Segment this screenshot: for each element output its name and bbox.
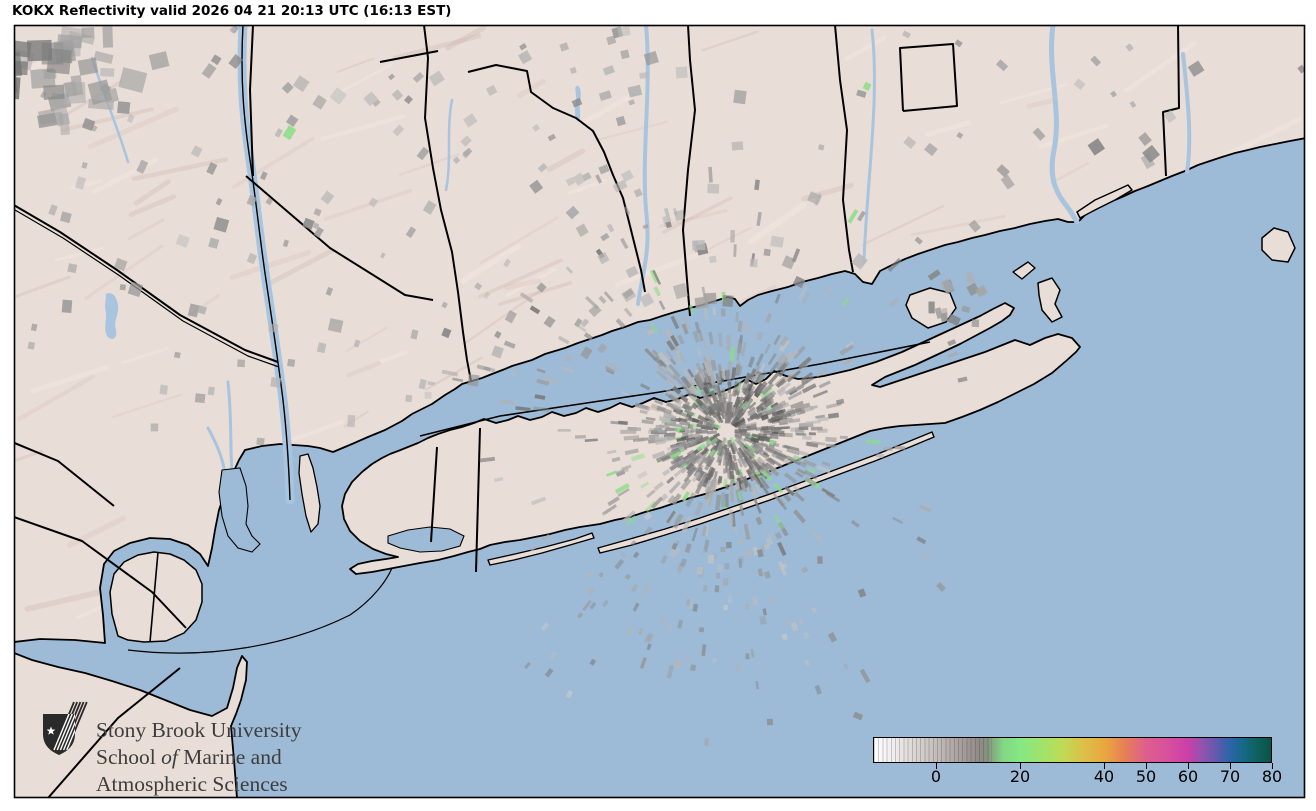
colorbar-tick-label: 50 [1135,767,1157,786]
logo-line2: School of Marine and [96,745,282,769]
university-logo-text: Stony Brook University School of Marine a… [96,717,301,798]
newark-bay [218,467,261,553]
colorbar-tick-label: 0 [930,767,942,786]
university-shield-icon [43,701,88,755]
plot-title: KOKX Reflectivity valid 2026 04 21 20:13… [12,3,452,19]
colorbar-tick [1272,763,1274,769]
colorbar-tick [1146,763,1148,769]
map-frame [13,24,1306,799]
university-logo: Stony Brook University School of Marine a… [38,700,301,798]
jamaica-bay [387,526,465,553]
logo-line1: Stony Brook University [96,718,302,742]
colorbar-tick [1188,763,1190,769]
colorbar-tick-label: 80 [1261,767,1283,786]
colorbar-tick [1230,763,1232,769]
clutter-layer [14,25,1305,747]
colorbar-tick-label: 40 [1093,767,1115,786]
colorbar-tick-label: 20 [1009,767,1031,786]
colorbar-tick [936,763,938,769]
colorbar-tick [1104,763,1106,769]
colorbar-tick-label: 60 [1177,767,1199,786]
boundary-layer [14,25,1180,798]
colorbar-discrete-stripes [874,738,992,762]
colorbar-tick [1020,763,1022,769]
reflectivity-colorbar [873,737,1272,763]
colorbar-tick-label: 70 [1219,767,1241,786]
logo-line3: Atmospheric Sciences [96,772,288,796]
